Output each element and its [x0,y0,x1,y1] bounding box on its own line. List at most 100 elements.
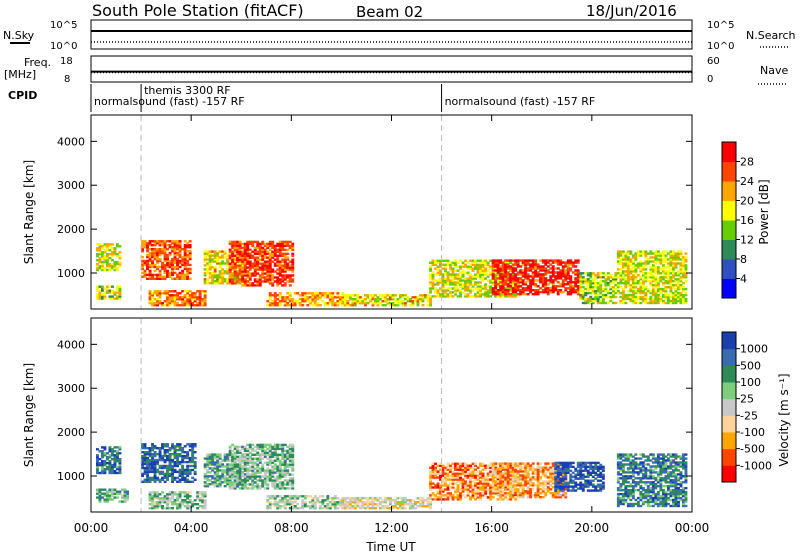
echo-cell [384,505,387,508]
echo-cell [496,259,500,262]
echo-cell [186,275,190,278]
echo-cell [186,505,190,508]
echo-cell [406,499,410,502]
echo-cell [321,300,325,303]
echo-cell [316,296,320,299]
echo-cell [253,252,257,255]
echo-cell [481,293,485,296]
echo-cell [171,294,174,297]
echo-cell [171,290,174,293]
echo-cell [181,478,185,481]
echo-cell [148,302,152,305]
echo-cell [96,465,99,469]
echo-cell [208,274,212,277]
date-label: 18/Jun/2016 [586,2,677,20]
echo-cell [514,267,518,270]
echo-cell [248,459,252,462]
echo-cell [246,260,250,263]
echo-cell [253,240,257,244]
echo-cell [243,445,247,449]
echo-cell [231,483,235,486]
echo-cell [266,485,270,488]
echo-cell [188,505,192,508]
echo-cell [664,293,668,297]
echo-cell [479,259,482,262]
echo-cell [243,280,247,283]
echo-cell [153,451,157,454]
echo-cell [96,488,99,491]
echo-cell [434,498,437,501]
echo-cell [469,275,472,278]
echo-cell [561,261,565,264]
echo-cell [664,291,668,295]
colorbar-tick-label: 12 [740,234,754,247]
echo-cell [281,475,285,478]
echo-cell [218,280,222,283]
power-y-label: Slant Range [km] [22,160,36,264]
echo-cell [679,258,683,261]
echo-cell [271,260,275,263]
echo-cell [356,501,360,504]
echo-cell [301,507,305,510]
echo-cell [258,276,262,279]
echo-cell [614,278,618,281]
echo-cell [288,463,292,466]
echo-cell [151,443,154,446]
echo-cell [444,474,447,477]
echo-cell [581,293,585,297]
echo-cell [474,283,477,286]
echo-cell [672,256,675,259]
echo-cell [316,294,320,297]
echo-cell [361,300,365,303]
echo-cell [611,291,615,295]
echo-cell [596,297,600,301]
echo-cell [389,302,392,305]
echo-cell [288,473,292,476]
echo-cell [564,283,568,286]
echo-cell [98,490,102,493]
echo-cell [672,272,675,275]
echo-cell [439,259,442,262]
echo-cell [183,451,187,454]
echo-cell [161,240,164,243]
echo-cell [396,298,400,301]
echo-cell [241,455,245,458]
echo-cell [619,280,623,283]
echo-cell [539,259,543,262]
echo-cell [519,265,523,268]
echo-cell [166,464,169,468]
echo-cell [679,268,683,271]
echo-cell [511,287,515,290]
echo-cell [421,499,425,502]
echo-cell [98,293,102,296]
echo-cell [98,492,102,495]
echo-cell [276,483,280,486]
echo-cell [421,300,425,303]
echo-cell [203,296,207,299]
echo-cell [491,281,495,284]
echo-cell [186,497,190,500]
echo-cell [579,293,583,297]
echo-cell [96,297,99,300]
echo-cell [611,293,615,297]
echo-cell [98,257,102,260]
echo-cell [171,472,174,476]
echo-cell [621,252,625,255]
echo-cell [158,449,162,452]
echo-cell [223,453,227,456]
echo-cell [682,266,685,269]
echo-cell [268,262,272,265]
echo-cell [524,263,528,266]
echo-cell [646,276,650,279]
echo-cell [283,475,287,478]
echo-cell [191,449,195,452]
echo-cell [243,264,247,267]
echo-cell [153,244,157,247]
echo-cell [151,491,154,494]
echo-cell [176,495,179,498]
echo-cell [218,465,222,468]
echo-cell [649,284,653,287]
echo-cell [103,268,107,272]
echo-cell [439,478,442,481]
echo-cell [376,304,380,307]
